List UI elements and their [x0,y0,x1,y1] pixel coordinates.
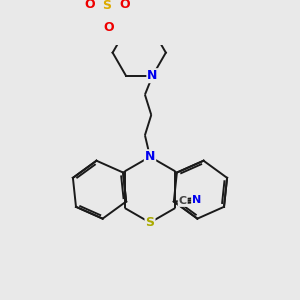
Text: S: S [146,216,154,229]
Text: S: S [102,0,111,12]
Text: O: O [103,21,113,34]
Text: O: O [84,0,94,11]
Text: C: C [178,196,187,206]
Text: N: N [145,150,155,163]
Text: O: O [119,0,130,11]
Text: N: N [147,69,158,82]
Text: N: N [192,195,201,205]
